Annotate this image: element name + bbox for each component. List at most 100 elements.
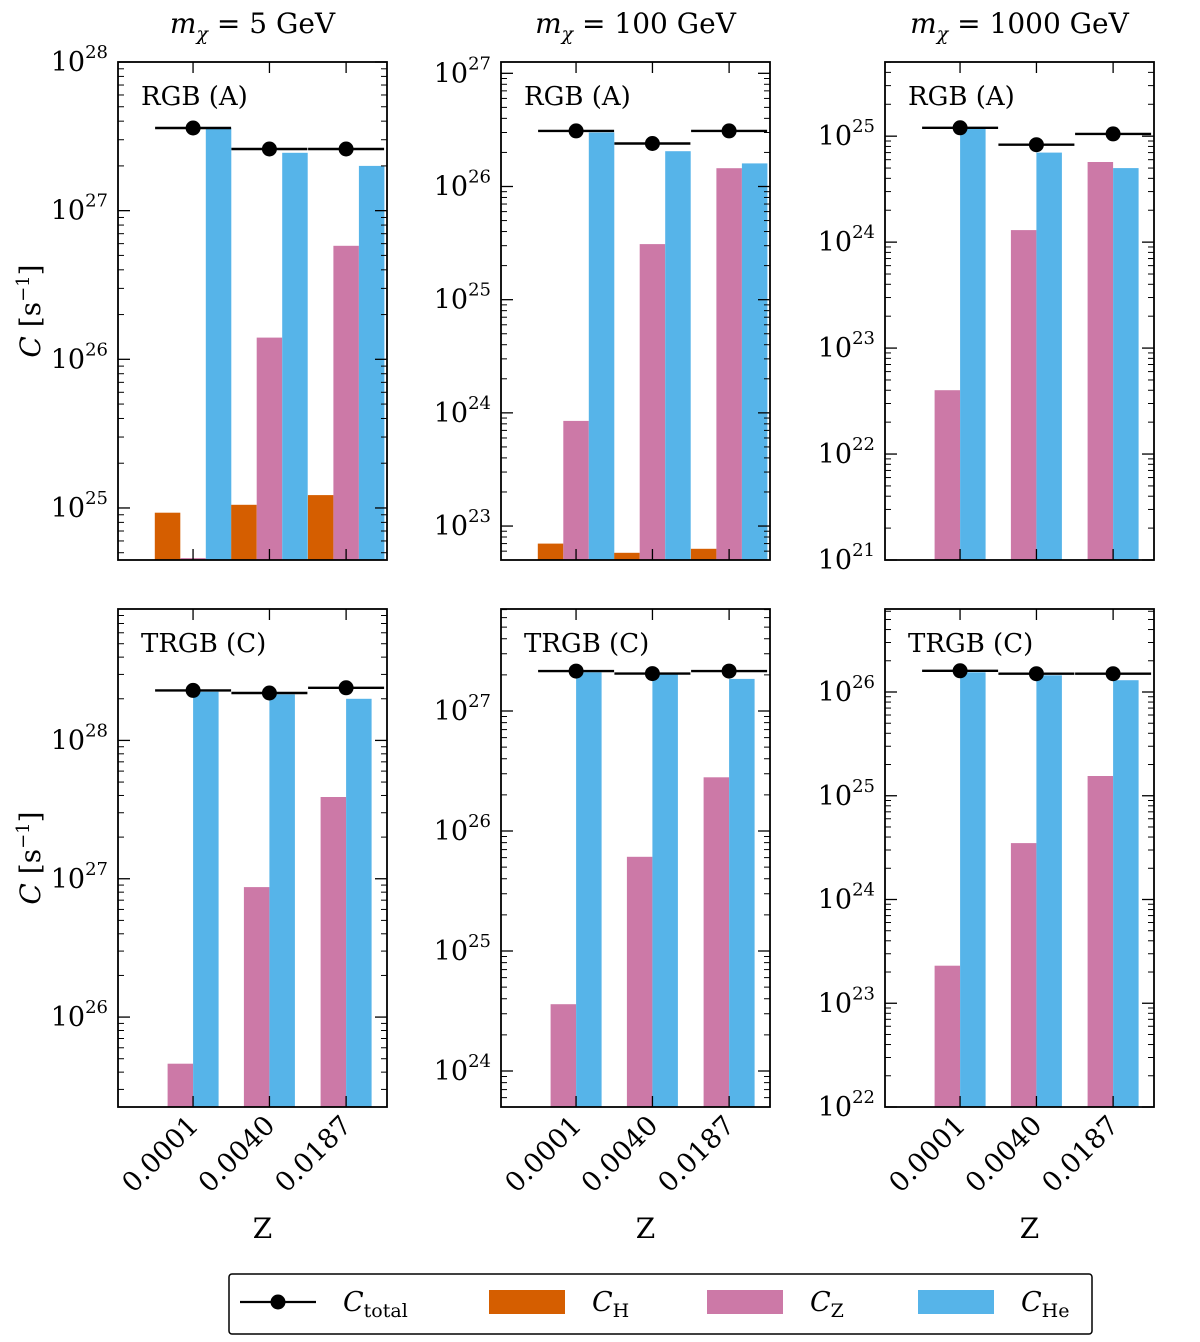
x-tick-label: 0.0187 <box>1036 1110 1125 1199</box>
y-tick-label: 1027 <box>51 191 108 227</box>
total-marker <box>568 123 584 139</box>
legend-he-label: CHe <box>1021 1287 1070 1322</box>
x-axis-label: Z <box>253 1212 272 1245</box>
y-axis-label: C [s−1] <box>13 811 47 904</box>
total-marker <box>1105 126 1121 142</box>
y-tick-label: 1026 <box>51 339 108 375</box>
total-marker <box>261 685 277 701</box>
bar-he <box>1036 152 1062 560</box>
y-tick-label: 1027 <box>51 859 108 895</box>
legend: Ctotal CH CZ CHe <box>228 1273 1093 1335</box>
bar-z <box>167 1063 194 1107</box>
bar-z <box>320 797 347 1107</box>
y-tick-label: 1026 <box>434 811 491 847</box>
legend-h-label: CH <box>592 1287 629 1322</box>
panel-label: RGB (A) <box>141 82 248 112</box>
legend-h-swatch <box>489 1290 565 1314</box>
bar-z <box>243 887 270 1107</box>
y-tick-label: 1024 <box>818 222 875 258</box>
x-tick-label: 0.0001 <box>116 1110 205 1199</box>
total-marker <box>952 663 968 679</box>
y-tick-label: 1023 <box>434 506 491 542</box>
y-tick-label: 1028 <box>51 720 108 756</box>
bar-z <box>1010 230 1037 560</box>
legend-he-swatch <box>918 1290 994 1314</box>
bar-h <box>690 548 717 560</box>
panel-label: TRGB (C) <box>908 629 1033 659</box>
total-marker <box>644 136 660 151</box>
y-tick-label: 1024 <box>818 880 875 916</box>
y-tick-label: 1022 <box>818 434 875 470</box>
plot-frame <box>500 61 771 561</box>
legend-item-total: Ctotal <box>240 1287 408 1322</box>
x-axis-label: Z <box>1020 1212 1039 1245</box>
y-tick-label: 1023 <box>818 328 875 364</box>
bar-z <box>333 245 359 561</box>
panel-label: RGB (A) <box>908 82 1015 112</box>
total-marker <box>721 663 737 679</box>
y-tick-label: 1025 <box>51 488 108 524</box>
legend-item-he: CHe <box>918 1287 1070 1322</box>
legend-total-marker <box>270 1294 286 1310</box>
total-marker <box>338 680 354 696</box>
bar-he <box>205 128 232 560</box>
plot-frame <box>500 608 771 1108</box>
bar-z <box>1087 162 1114 560</box>
bar-z <box>563 420 589 560</box>
bar-he <box>269 694 295 1107</box>
bar-he <box>346 698 372 1107</box>
legend-z-swatch <box>707 1290 783 1314</box>
column-title: mχ = 5 GeV <box>170 7 336 45</box>
bar-he <box>741 163 768 560</box>
panels-layer: 1025 1026 1027 1028 RGB (A) mχ = 5 GeV C [s−1]… <box>13 7 1155 1245</box>
bar-z <box>550 1004 577 1107</box>
legend-z-label: CZ <box>810 1287 844 1322</box>
y-tick-label: 1026 <box>51 997 108 1033</box>
total-marker <box>1028 666 1044 682</box>
bar-he <box>665 151 691 560</box>
bar-he <box>729 678 755 1107</box>
bar-h <box>231 504 257 560</box>
bar-z <box>1087 776 1114 1107</box>
y-tick-label: 1026 <box>818 672 875 708</box>
total-marker <box>261 141 277 157</box>
x-tick-label: 0.0001 <box>499 1110 588 1199</box>
y-tick-label: 1027 <box>434 53 491 89</box>
total-marker <box>185 682 201 698</box>
y-tick-label: 1028 <box>51 42 108 78</box>
x-tick-label: 0.0040 <box>576 1110 665 1199</box>
legend-item-z: CZ <box>707 1287 844 1322</box>
bar-z <box>639 244 666 560</box>
legend-frame <box>228 1273 1093 1335</box>
plot-frame <box>884 61 1155 561</box>
x-tick-label: 0.0040 <box>960 1110 1049 1199</box>
y-tick-label: 1027 <box>434 691 491 727</box>
total-marker <box>338 141 354 157</box>
bar-he <box>282 152 308 561</box>
bar-he <box>1113 680 1139 1107</box>
bar-he <box>588 132 615 560</box>
y-tick-label: 1025 <box>434 931 491 967</box>
bar-h <box>614 552 640 560</box>
total-marker <box>721 123 737 139</box>
plot-frame <box>884 608 1155 1108</box>
panel-label: TRGB (C) <box>141 629 266 659</box>
panel-label: RGB (A) <box>524 82 631 112</box>
bar-he <box>652 673 678 1107</box>
bar-z <box>626 856 653 1107</box>
x-tick-label: 0.0001 <box>883 1110 972 1199</box>
bar-z <box>934 390 961 560</box>
panel-rgb-1000gev: 1021 1022 1023 1024 1025 RGB (A) mχ = 1000 GeV <box>818 7 1155 576</box>
bar-z <box>716 168 742 560</box>
bar-he <box>358 165 385 560</box>
y-tick-label: 1021 <box>818 540 875 576</box>
y-tick-label: 1023 <box>818 983 875 1019</box>
x-tick-label: 0.0187 <box>269 1110 358 1199</box>
total-marker <box>1105 666 1121 682</box>
bar-z <box>1010 843 1037 1107</box>
x-tick-label: 0.0187 <box>652 1110 741 1199</box>
bar-z <box>256 337 283 560</box>
y-tick-label: 1024 <box>434 393 491 429</box>
bar-h <box>154 512 181 560</box>
